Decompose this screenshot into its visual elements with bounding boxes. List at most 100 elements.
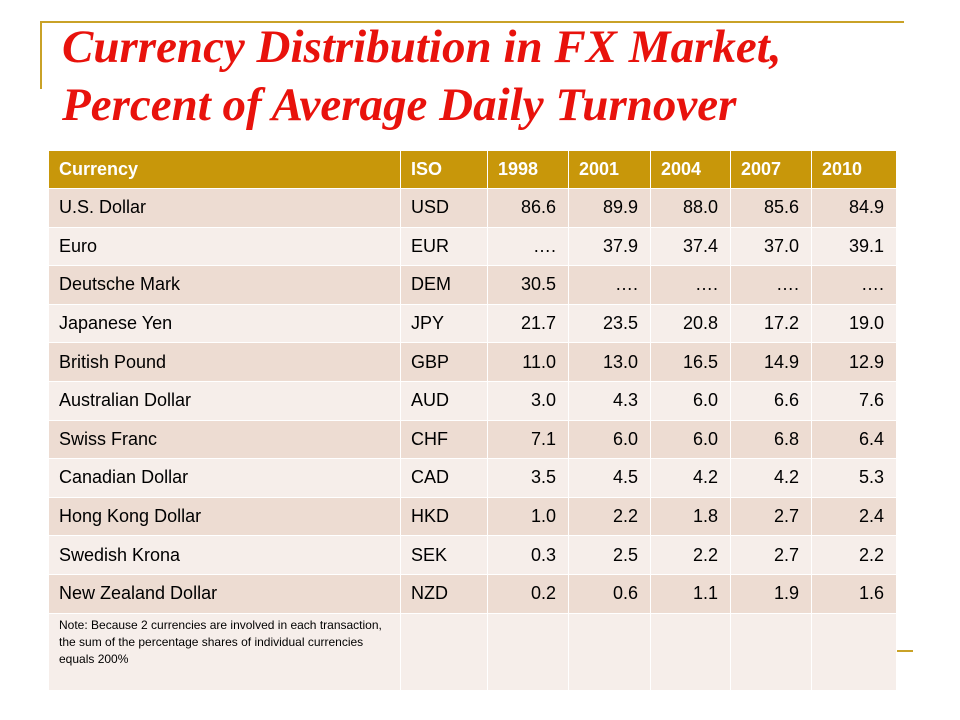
currency-table: Currency ISO 1998 2001 2004 2007 2010 U.… bbox=[48, 150, 897, 691]
share-value-cell: …. bbox=[811, 265, 897, 305]
page-title: Currency Distribution in FX Market, Perc… bbox=[62, 18, 922, 134]
share-value-cell: 13.0 bbox=[568, 342, 651, 382]
title-line-2: Percent of Average Daily Turnover bbox=[62, 79, 737, 131]
share-value-cell: 6.0 bbox=[650, 419, 731, 460]
share-value-cell: 4.5 bbox=[568, 458, 651, 498]
share-value-cell: 30.5 bbox=[487, 265, 569, 305]
share-value-cell: 37.0 bbox=[730, 226, 812, 267]
share-value-cell: 4.3 bbox=[568, 380, 651, 421]
decorative-right-line bbox=[895, 650, 913, 652]
share-value-cell: 2.7 bbox=[730, 496, 812, 537]
share-value-cell: 17.2 bbox=[730, 303, 812, 344]
column-header: 2007 bbox=[730, 150, 812, 189]
iso-code-cell: EUR bbox=[400, 226, 488, 267]
share-value-cell: 6.0 bbox=[650, 380, 731, 421]
iso-code-cell: GBP bbox=[400, 342, 488, 382]
share-value-cell: 85.6 bbox=[730, 188, 812, 228]
decorative-top-line bbox=[40, 21, 904, 23]
share-value-cell: 2.2 bbox=[650, 535, 731, 575]
column-header: Currency bbox=[48, 150, 401, 189]
currency-name-cell: Swiss Franc bbox=[48, 419, 401, 460]
column-header: 2004 bbox=[650, 150, 731, 189]
currency-name-cell: Euro bbox=[48, 226, 401, 267]
share-value-cell: …. bbox=[568, 265, 651, 305]
table-row: Deutsche Mark DEM 30.5….….….…. bbox=[48, 265, 897, 305]
currency-name-cell: Japanese Yen bbox=[48, 303, 401, 344]
table-row: New Zealand Dollar NZD 0.2 0.6 1.1 1.9 1.6 bbox=[48, 573, 897, 614]
table-note: Note: Because 2 currencies are involved … bbox=[48, 612, 401, 691]
iso-code-cell: NZD bbox=[400, 573, 488, 614]
table-row: Swedish Krona SEK 0.3 2.5 2.2 2.7 2.2 bbox=[48, 535, 897, 575]
table-row: British Pound GBP 11.0 13.0 16.5 14.9 12.9 bbox=[48, 342, 897, 382]
share-value-cell: 5.3 bbox=[811, 458, 897, 498]
iso-code-cell: CAD bbox=[400, 458, 488, 498]
share-value-cell: 4.2 bbox=[650, 458, 731, 498]
empty-cell bbox=[568, 612, 651, 691]
share-value-cell: 89.9 bbox=[568, 188, 651, 228]
empty-cell bbox=[650, 612, 731, 691]
share-value-cell: 39.1 bbox=[811, 226, 897, 267]
iso-code-cell: HKD bbox=[400, 496, 488, 537]
share-value-cell: 1.9 bbox=[730, 573, 812, 614]
share-value-cell: 6.8 bbox=[730, 419, 812, 460]
table-row: Canadian Dollar CAD 3.5 4.5 4.2 4.2 5.3 bbox=[48, 458, 897, 498]
currency-name-cell: Swedish Krona bbox=[48, 535, 401, 575]
share-value-cell: 2.4 bbox=[811, 496, 897, 537]
share-value-cell: …. bbox=[730, 265, 812, 305]
table-header-row: Currency ISO 1998 2001 2004 2007 2010 bbox=[48, 150, 897, 189]
currency-name-cell: Deutsche Mark bbox=[48, 265, 401, 305]
currency-name-cell: Canadian Dollar bbox=[48, 458, 401, 498]
column-header: ISO bbox=[400, 150, 488, 189]
currency-name-cell: U.S. Dollar bbox=[48, 188, 401, 228]
share-value-cell: 37.4 bbox=[650, 226, 731, 267]
share-value-cell: 84.9 bbox=[811, 188, 897, 228]
share-value-cell: 2.2 bbox=[568, 496, 651, 537]
iso-code-cell: AUD bbox=[400, 380, 488, 421]
empty-cell bbox=[730, 612, 812, 691]
share-value-cell: 0.3 bbox=[487, 535, 569, 575]
share-value-cell: 37.9 bbox=[568, 226, 651, 267]
table-row: U.S. Dollar USD 86.6 89.9 88.0 85.6 84.9 bbox=[48, 188, 897, 228]
share-value-cell: 12.9 bbox=[811, 342, 897, 382]
decorative-left-line bbox=[40, 21, 42, 89]
currency-name-cell: New Zealand Dollar bbox=[48, 573, 401, 614]
empty-cell bbox=[400, 612, 488, 691]
iso-code-cell: JPY bbox=[400, 303, 488, 344]
share-value-cell: 1.6 bbox=[811, 573, 897, 614]
column-header: 1998 bbox=[487, 150, 569, 189]
iso-code-cell: SEK bbox=[400, 535, 488, 575]
share-value-cell: 7.1 bbox=[487, 419, 569, 460]
table-row: Hong Kong Dollar HKD 1.0 2.2 1.8 2.7 2.4 bbox=[48, 496, 897, 537]
iso-code-cell: CHF bbox=[400, 419, 488, 460]
share-value-cell: 0.6 bbox=[568, 573, 651, 614]
table-row: Japanese Yen JPY 21.7 23.5 20.8 17.2 19.0 bbox=[48, 303, 897, 344]
currency-name-cell: British Pound bbox=[48, 342, 401, 382]
share-value-cell: 1.0 bbox=[487, 496, 569, 537]
share-value-cell: 0.2 bbox=[487, 573, 569, 614]
share-value-cell: 7.6 bbox=[811, 380, 897, 421]
currency-name-cell: Australian Dollar bbox=[48, 380, 401, 421]
table-row: Swiss Franc CHF 7.1 6.0 6.0 6.8 6.4 bbox=[48, 419, 897, 460]
share-value-cell: 86.6 bbox=[487, 188, 569, 228]
iso-code-cell: USD bbox=[400, 188, 488, 228]
share-value-cell: 6.6 bbox=[730, 380, 812, 421]
share-value-cell: 14.9 bbox=[730, 342, 812, 382]
share-value-cell: 88.0 bbox=[650, 188, 731, 228]
title-line-1: Currency Distribution in FX Market, bbox=[62, 21, 782, 73]
iso-code-cell: DEM bbox=[400, 265, 488, 305]
share-value-cell: 20.8 bbox=[650, 303, 731, 344]
share-value-cell: 2.2 bbox=[811, 535, 897, 575]
share-value-cell: 2.7 bbox=[730, 535, 812, 575]
share-value-cell: 2.5 bbox=[568, 535, 651, 575]
share-value-cell: 6.0 bbox=[568, 419, 651, 460]
share-value-cell: 3.0 bbox=[487, 380, 569, 421]
empty-cell bbox=[487, 612, 569, 691]
share-value-cell: 1.1 bbox=[650, 573, 731, 614]
share-value-cell: 21.7 bbox=[487, 303, 569, 344]
share-value-cell: 6.4 bbox=[811, 419, 897, 460]
share-value-cell: 19.0 bbox=[811, 303, 897, 344]
share-value-cell: 23.5 bbox=[568, 303, 651, 344]
table-row: Australian Dollar AUD 3.0 4.3 6.0 6.6 7.6 bbox=[48, 380, 897, 421]
share-value-cell: 11.0 bbox=[487, 342, 569, 382]
share-value-cell: 16.5 bbox=[650, 342, 731, 382]
